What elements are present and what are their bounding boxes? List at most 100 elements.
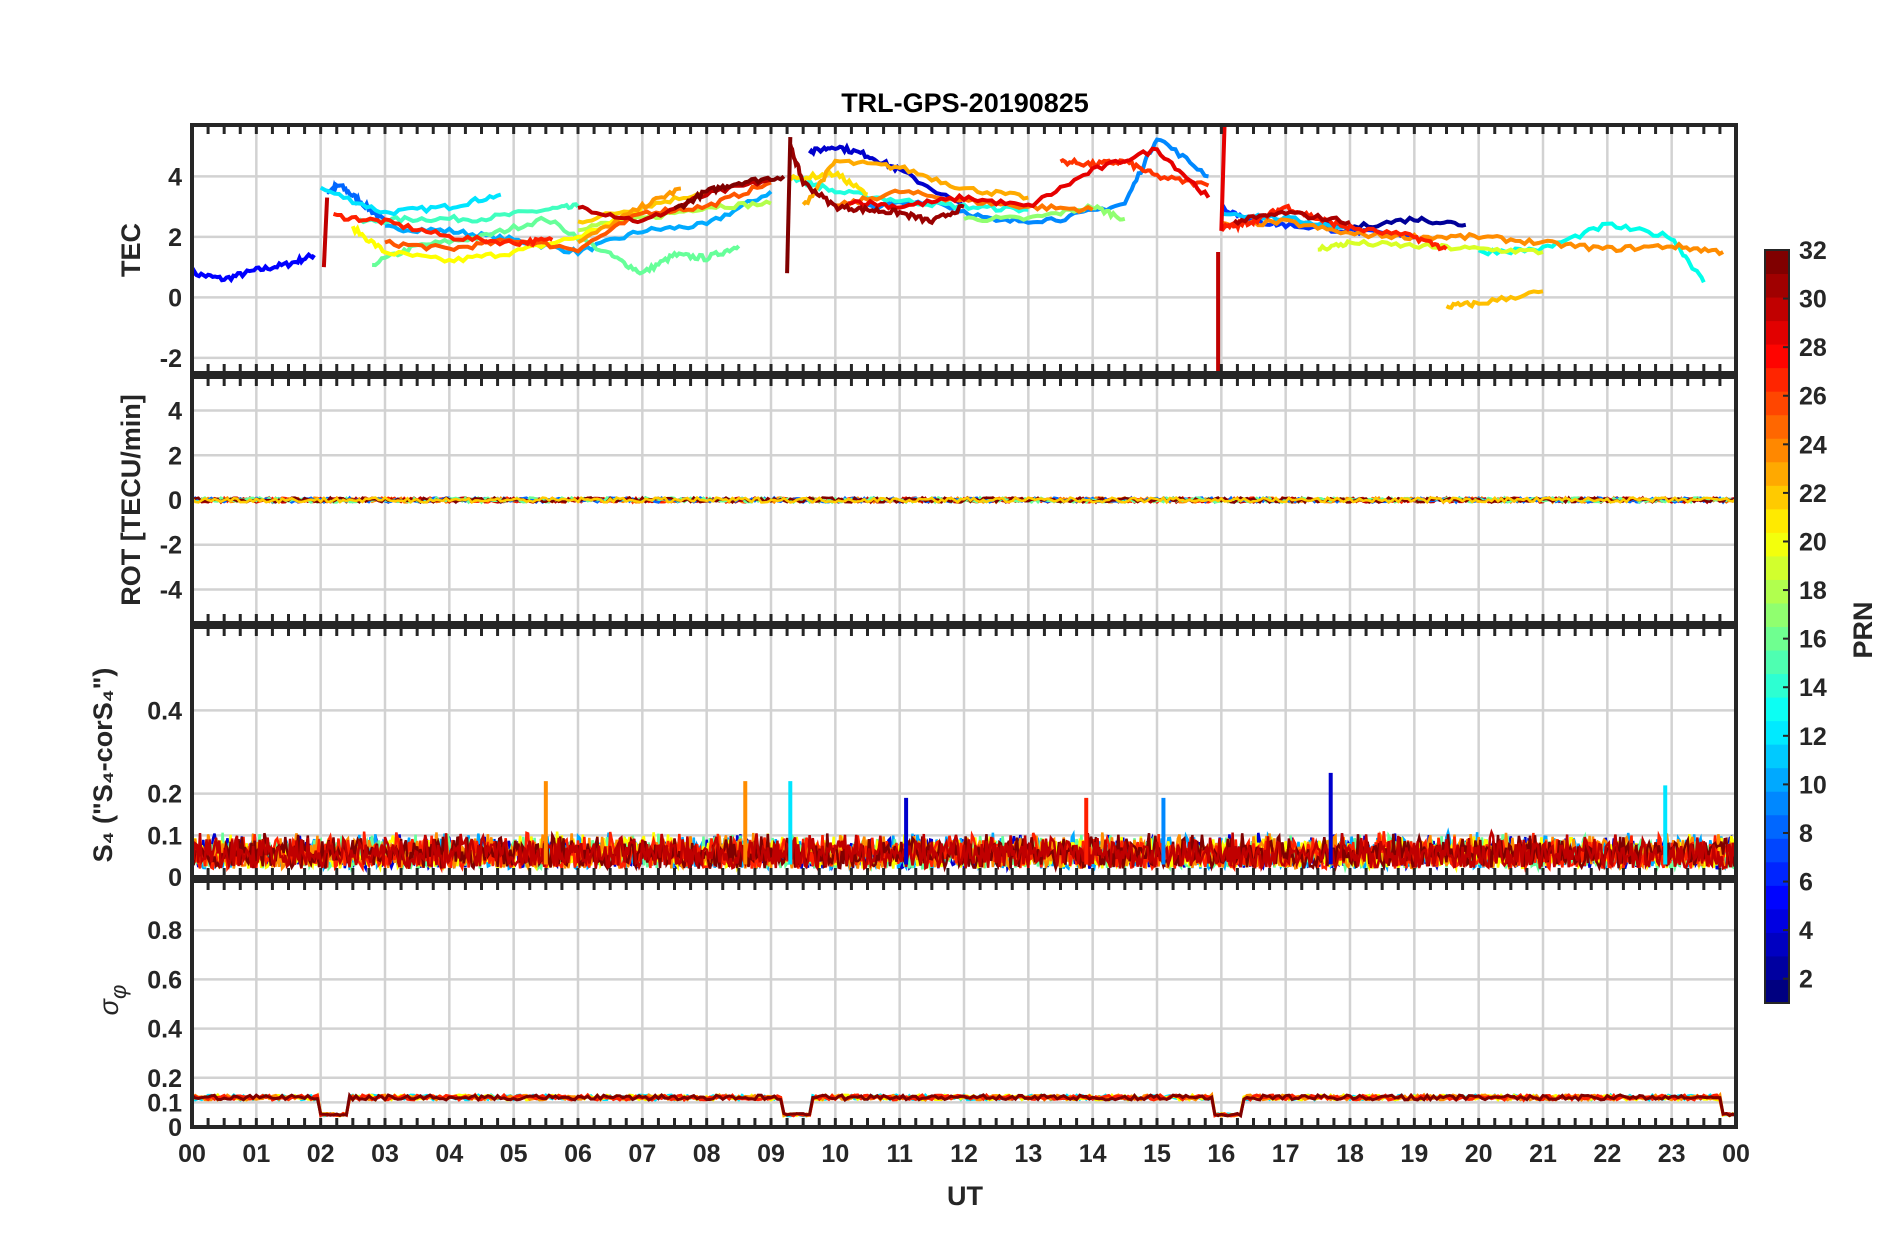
colorbar-segment xyxy=(1765,720,1789,745)
x-tick-label: 04 xyxy=(435,1140,463,1168)
colorbar-segment xyxy=(1765,791,1789,816)
colorbar-segment xyxy=(1765,485,1789,510)
colorbar-tick-label: 24 xyxy=(1799,431,1827,459)
x-tick-label: 16 xyxy=(1207,1140,1235,1168)
colorbar-segment xyxy=(1765,979,1789,1004)
x-tick-label: 13 xyxy=(1014,1140,1042,1168)
colorbar-tick-label: 32 xyxy=(1799,237,1827,265)
colorbar-segment xyxy=(1765,320,1789,345)
tec-series-line xyxy=(350,207,643,264)
x-tick-label: 17 xyxy=(1272,1140,1300,1168)
tec-series-line xyxy=(1232,209,1351,227)
y-tick-label: -4 xyxy=(160,576,182,604)
colorbar-tick-label: 18 xyxy=(1799,577,1827,605)
colorbar-segment xyxy=(1765,367,1789,392)
y-tick-label: 0.8 xyxy=(147,917,182,945)
x-tick-label: 09 xyxy=(757,1140,785,1168)
colorbar-segment xyxy=(1765,838,1789,863)
tec-series-line xyxy=(788,144,965,226)
chart-title: TRL-GPS-20190825 xyxy=(841,88,1089,118)
y-tick-label: 0.4 xyxy=(147,697,182,725)
s4-panel: 0 0.1 0.2 0.4 xyxy=(147,625,1738,892)
y-tick-label: 0.4 xyxy=(147,1016,182,1044)
tec-series-line xyxy=(1445,289,1544,311)
y-tick-label: -2 xyxy=(160,532,182,560)
x-tick-label: 01 xyxy=(242,1140,270,1168)
colorbar-segment xyxy=(1765,532,1789,557)
colorbar-segment xyxy=(1765,297,1789,322)
x-tick-label: 03 xyxy=(371,1140,399,1168)
y-tick-label: 2 xyxy=(168,442,182,470)
y-axis-labels: TEC ROT [TECU/min] S₄ ("S₄-corS₄") σφ xyxy=(88,223,146,1015)
x-tick-label: 20 xyxy=(1465,1140,1493,1168)
tec-jump-line xyxy=(321,197,330,268)
y-tick-label: 0.1 xyxy=(147,1089,182,1117)
plot-area xyxy=(192,125,1725,373)
tec-series-line xyxy=(801,158,1029,206)
colorbar-segment xyxy=(1765,555,1789,580)
colorbar-tick-label: 6 xyxy=(1799,869,1813,897)
y-tick-label: 0 xyxy=(168,1114,182,1142)
colorbar-segment xyxy=(1765,697,1789,722)
y-tick-label: 0 xyxy=(168,864,182,892)
plot-area xyxy=(192,772,1736,874)
x-tick-label: 21 xyxy=(1529,1140,1557,1168)
x-tick-label: 10 xyxy=(821,1140,849,1168)
x-tick-label: 19 xyxy=(1400,1140,1428,1168)
colorbar-segment xyxy=(1765,744,1789,769)
x-tick-label: 15 xyxy=(1143,1140,1171,1168)
y-tick-label: 0.2 xyxy=(147,1065,182,1093)
colorbar-frame xyxy=(1764,249,1790,1004)
colorbar-tick-label: 22 xyxy=(1799,480,1827,508)
y-tick-label: 4 xyxy=(168,398,182,426)
x-tick-label: 14 xyxy=(1079,1140,1107,1168)
x-axis: 00 01 02 03 04 05 06 07 08 09 10 11 12 13 14 15 16 17 18 19… xyxy=(178,1140,1750,1168)
tec-axis-label: TEC xyxy=(116,223,146,277)
colorbar-segment xyxy=(1765,579,1789,604)
x-axis-label: UT xyxy=(947,1181,983,1211)
colorbar-tick-label: 28 xyxy=(1799,334,1827,362)
colorbar-tick-label: 14 xyxy=(1799,674,1827,702)
colorbar-segment xyxy=(1765,814,1789,839)
rot-axis-label: ROT [TECU/min] xyxy=(116,394,146,605)
rot-series-line xyxy=(192,495,1736,505)
x-tick-label: 23 xyxy=(1658,1140,1686,1168)
plot-area xyxy=(192,495,1736,505)
tec-series-line xyxy=(371,215,741,276)
s4-series-line xyxy=(192,831,1736,874)
y-tick-label: 0.2 xyxy=(147,781,182,809)
colorbar-label: PRN xyxy=(1848,601,1878,658)
x-tick-label: 22 xyxy=(1593,1140,1621,1168)
tec-series-line xyxy=(789,174,1029,214)
x-tick-label: 06 xyxy=(564,1140,592,1168)
sigma-phi-panel: 00.10.2 0.4 0.6 0.8 xyxy=(147,879,1738,1142)
tec-series-line xyxy=(1221,211,1351,230)
y-tick-label: 4 xyxy=(168,163,182,191)
tec-series-line xyxy=(963,203,1126,223)
y-tick-label: 0 xyxy=(168,284,182,312)
colorbar-segment xyxy=(1765,250,1789,275)
x-tick-label: 08 xyxy=(693,1140,721,1168)
tec-series-line xyxy=(358,202,580,226)
sigma-phi-series-line xyxy=(192,1091,1736,1119)
colorbar-tick-label: 30 xyxy=(1799,286,1827,314)
y-tick-label: 0 xyxy=(168,487,182,515)
colorbar-segment xyxy=(1765,885,1789,910)
y-tick-label: 2 xyxy=(168,224,182,252)
y-tick-label: -2 xyxy=(160,345,182,373)
tec-series-line xyxy=(577,177,772,225)
tec-series-line xyxy=(673,174,786,211)
x-tick-label: 11 xyxy=(886,1140,913,1168)
colorbar-segment xyxy=(1765,932,1789,957)
y-tick-label: 0.6 xyxy=(147,966,182,994)
tec-series-line xyxy=(192,251,316,284)
x-tick-label: 18 xyxy=(1336,1140,1364,1168)
tec-series-line xyxy=(1220,203,1448,252)
colorbar-tick-label: 4 xyxy=(1799,917,1813,945)
tec-series-line xyxy=(577,186,682,245)
colorbar-tick-label: 12 xyxy=(1799,723,1827,751)
tec-series-line xyxy=(326,179,387,223)
y-tick-label: 0.1 xyxy=(147,822,182,850)
colorbar-segment xyxy=(1765,414,1789,439)
